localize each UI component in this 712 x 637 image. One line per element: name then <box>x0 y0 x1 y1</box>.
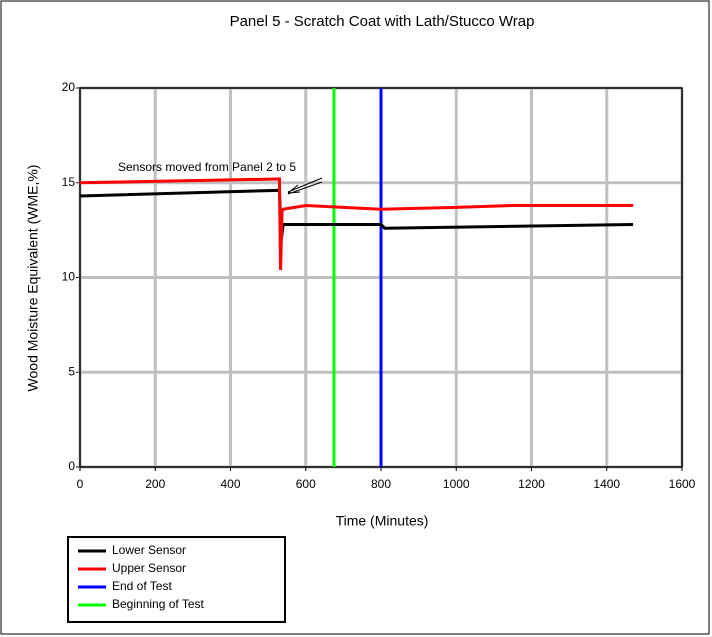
y-tick-label: 20 <box>62 80 76 94</box>
x-axis-label: Time (Minutes) <box>336 513 429 529</box>
x-tick-label: 1200 <box>518 477 545 491</box>
y-tick-label: 5 <box>68 364 75 378</box>
x-tick-label: 0 <box>77 477 84 491</box>
chart-title: Panel 5 - Scratch Coat with Lath/Stucco … <box>230 13 535 30</box>
legend-label: End of Test <box>112 579 172 593</box>
y-tick-label: 0 <box>68 459 75 473</box>
y-axis-label: Wood Moisture Equivalent (WME,%) <box>25 165 41 392</box>
x-tick-label: 400 <box>220 477 240 491</box>
series-line <box>79 177 634 270</box>
x-tick-label: 1000 <box>443 477 470 491</box>
x-tick-label: 600 <box>296 477 316 491</box>
y-tick-label: 15 <box>62 175 76 189</box>
annotation: Sensors moved from Panel 2 to 5 <box>118 160 296 174</box>
x-tick-label: 800 <box>371 477 391 491</box>
y-tick-label: 10 <box>62 270 76 284</box>
legend-label: Lower Sensor <box>112 543 186 557</box>
legend-label: Beginning of Test <box>112 597 205 611</box>
x-tick-label: 1600 <box>669 477 696 491</box>
x-tick-label: 1400 <box>593 477 620 491</box>
x-tick-label: 200 <box>145 477 165 491</box>
annotation-arrow <box>287 177 323 195</box>
legend-label: Upper Sensor <box>112 561 186 575</box>
